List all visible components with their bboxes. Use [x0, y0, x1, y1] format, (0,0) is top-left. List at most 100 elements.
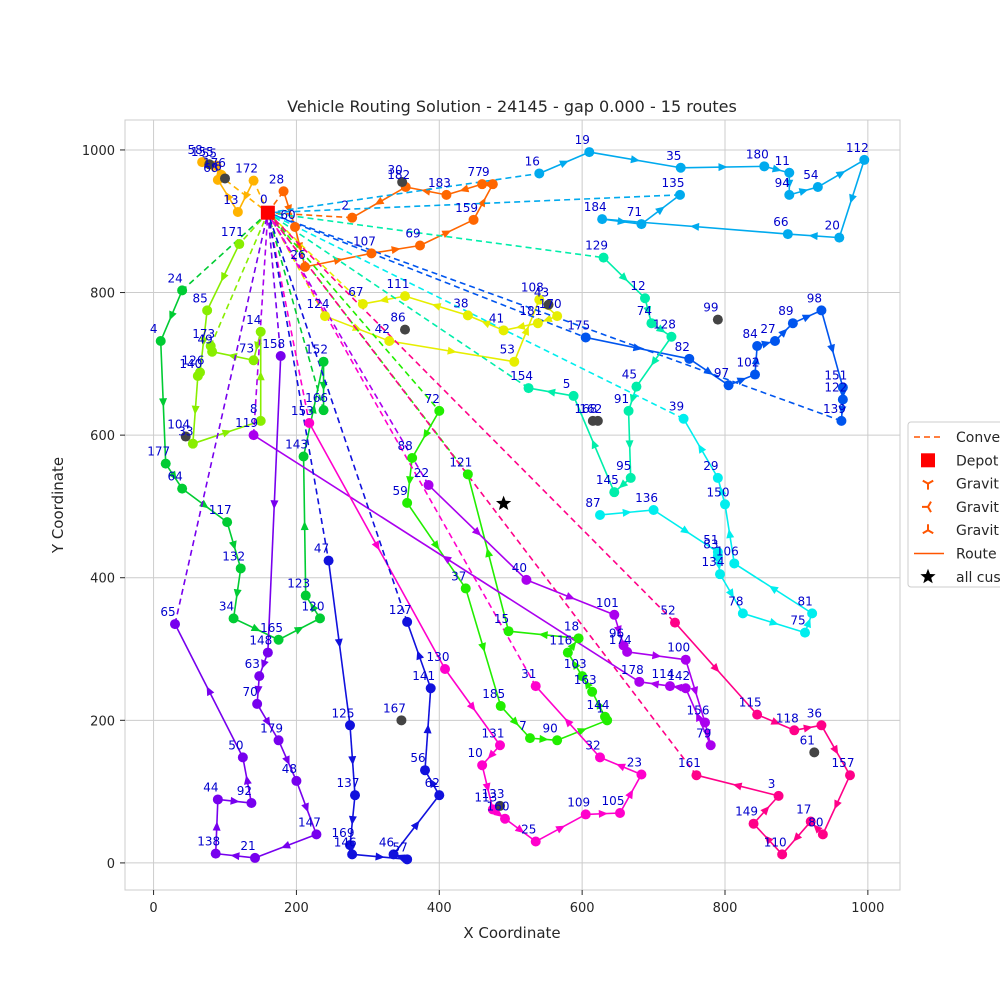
customer-point — [521, 574, 532, 585]
route-03-arrow — [718, 163, 728, 172]
route-15-arrow — [282, 755, 290, 766]
route-06-arrow — [233, 588, 242, 599]
customer-point — [595, 752, 605, 763]
customer-label: 40 — [512, 561, 527, 575]
customer-point — [246, 798, 257, 809]
customer-point — [530, 836, 541, 847]
route-10-arrow — [538, 631, 548, 640]
customer-point — [712, 551, 723, 562]
customer-point — [836, 415, 847, 426]
route-14-segment — [267, 212, 408, 623]
customer-label: 182 — [387, 168, 410, 182]
customer-label: 16 — [525, 154, 540, 168]
customer-point — [300, 590, 311, 601]
customer-point — [573, 633, 584, 644]
customer-label: 125 — [332, 706, 355, 720]
route-13-arrow — [482, 782, 491, 793]
customer-label: 54 — [803, 168, 818, 182]
legend: Conve Depot Gravit Gravit Gravit Route all cus — [907, 421, 1000, 588]
route-15-arrow — [212, 821, 221, 831]
customer-point — [462, 469, 473, 480]
customer-label: 126 — [182, 353, 205, 367]
legend-label: Conve — [956, 430, 1000, 446]
route-12-arrow — [651, 651, 662, 660]
customer-point — [622, 646, 633, 657]
route-10-arrow — [567, 641, 577, 652]
customer-label: 65 — [160, 605, 175, 619]
customer-point — [623, 405, 634, 416]
customer-label: 81 — [798, 594, 813, 608]
customer-label: 25 — [521, 823, 536, 837]
customer-point — [587, 686, 598, 697]
y-tick-label: 800 — [90, 287, 115, 302]
customer-label: 62 — [425, 776, 440, 790]
customer-point — [397, 177, 408, 188]
customer-label: 89 — [778, 304, 793, 318]
customer-point — [805, 816, 816, 827]
route-15-segment — [174, 212, 269, 625]
customer-point — [347, 849, 358, 860]
customer-label: 179 — [260, 721, 283, 735]
route-04-arrow — [431, 303, 442, 311]
route-10-arrow — [539, 734, 549, 743]
route-15-arrow — [270, 500, 279, 510]
customer-label: 51 — [703, 533, 718, 547]
x-tick-label: 800 — [713, 901, 738, 916]
route-08-arrow — [591, 439, 600, 450]
route-01-arrow — [441, 230, 452, 238]
customer-point — [407, 452, 418, 463]
y-tick-label: 200 — [90, 714, 115, 729]
customer-label: 78 — [728, 594, 743, 608]
customer-label: 117 — [209, 503, 232, 517]
customer-point — [255, 415, 266, 426]
route-03-arrow — [798, 188, 809, 196]
customer-point — [787, 318, 798, 329]
customer-point — [366, 248, 377, 259]
route-01-arrow — [477, 197, 486, 208]
customer-label: 84 — [743, 327, 758, 341]
customer-label: 129 — [585, 239, 608, 253]
customer-label: 113 — [474, 790, 497, 804]
customer-label: 20 — [825, 219, 840, 233]
customer-point — [177, 483, 188, 494]
route-13-arrow — [616, 763, 626, 772]
customer-label: 154 — [510, 369, 533, 383]
customer-point — [291, 775, 302, 786]
customer-label: 107 — [353, 234, 376, 248]
legend-tri-marker — [922, 501, 932, 513]
x-tick-label: 200 — [284, 901, 309, 916]
customer-point — [534, 294, 545, 305]
route-07-arrow — [736, 377, 747, 386]
customer-label: 124 — [307, 297, 330, 311]
customer-point — [817, 829, 828, 840]
customer-label: 75 — [790, 614, 805, 628]
customer-label: 86 — [390, 311, 405, 325]
y-tick-label: 1000 — [82, 144, 115, 159]
customer-label: 145 — [596, 473, 619, 487]
route-03-arrow — [785, 179, 794, 189]
customer-label: 59 — [393, 484, 408, 498]
customer-label: 139 — [823, 402, 846, 416]
route-11-arrow — [834, 799, 842, 810]
customer-label: 44 — [203, 780, 218, 794]
customer-point — [552, 735, 563, 746]
route-11-arrow — [793, 832, 803, 842]
customer-label: 102 — [737, 356, 760, 370]
customer-label: 8 — [250, 402, 258, 416]
customer-label: 127 — [389, 603, 412, 617]
route-08-arrow — [629, 393, 638, 404]
route-07-arrow — [632, 343, 643, 352]
customer-label: 122 — [824, 380, 847, 394]
customer-point — [345, 840, 355, 851]
route-05-arrow — [191, 405, 200, 415]
route-15-arrow — [262, 716, 271, 727]
customer-point — [636, 769, 647, 780]
customer-label: 120 — [302, 599, 325, 613]
route-06-arrow — [159, 398, 168, 408]
customer-point — [388, 849, 399, 860]
customer-point — [700, 717, 710, 728]
route-01-segment — [267, 211, 353, 219]
x-tick-label: 1000 — [851, 901, 884, 916]
route-09-arrow — [718, 486, 727, 497]
